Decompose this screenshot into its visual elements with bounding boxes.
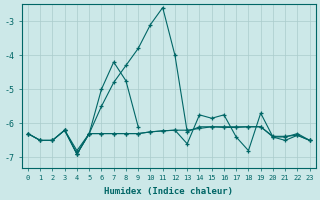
X-axis label: Humidex (Indice chaleur): Humidex (Indice chaleur) xyxy=(104,187,233,196)
